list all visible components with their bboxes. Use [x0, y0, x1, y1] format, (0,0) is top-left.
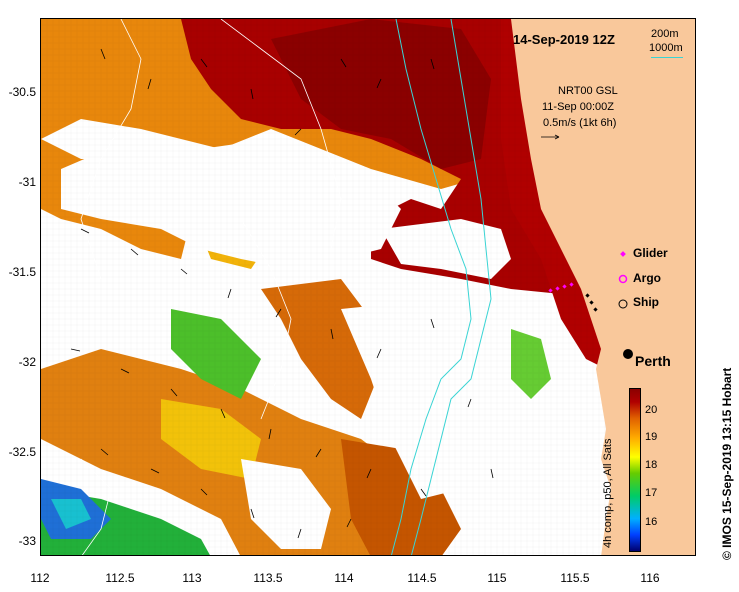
isoline-4: [80, 458, 112, 555]
y-tick: -31: [18, 175, 36, 189]
x-tick: 113.5: [253, 571, 283, 585]
legend-ship-label: Ship: [633, 295, 659, 309]
colorbar-tick: 20: [645, 404, 658, 416]
current-vectors: [70, 48, 560, 539]
x-tick: 114: [334, 571, 354, 585]
map-title: 14-Sep-2019 12Z: [513, 32, 615, 47]
legend-glider-label: Glider: [633, 246, 668, 260]
sst-map: [41, 19, 695, 555]
ship-symbol-icon: [618, 299, 628, 309]
argo-symbol-icon: [618, 274, 628, 284]
land-mass: [511, 19, 695, 555]
isoline-1: [80, 19, 142, 280]
credit-line: © IMOS 15-Sep-2019 13:15 Hobart: [720, 367, 734, 560]
x-tick: 112: [30, 571, 50, 585]
perth-label: Perth: [635, 353, 671, 369]
y-tick: -32.5: [8, 445, 36, 459]
current-scale-label: 0.5m/s (1kt 6h): [543, 117, 617, 129]
glider-symbol-icon: [620, 251, 626, 257]
depth-label-1000m: 1000m: [649, 42, 683, 54]
legend-argo-label: Argo: [633, 271, 661, 285]
depth-contour-200m: [411, 19, 492, 555]
y-tick: -31.5: [8, 265, 36, 279]
perth-marker-icon: [623, 349, 633, 359]
ship-track: [585, 293, 598, 312]
colorbar-tick: 16: [645, 516, 658, 528]
x-tick: 112.5: [105, 571, 135, 585]
current-model-label: NRT00 GSL: [558, 85, 618, 97]
sst-colorbar: [629, 388, 641, 552]
legend-symbols: [618, 251, 628, 309]
glider-track: [548, 282, 574, 293]
x-tick: 113: [182, 571, 202, 585]
x-tick: 115: [487, 571, 507, 585]
x-tick: 116: [640, 571, 660, 585]
depth-contour-1000m: [391, 19, 472, 555]
map-panel: [40, 18, 696, 556]
x-tick: 115.5: [560, 571, 590, 585]
depth-legend-line: [651, 57, 683, 58]
depth-label-200m: 200m: [651, 28, 679, 40]
y-tick: -30.5: [8, 85, 36, 99]
colorbar-tick: 17: [645, 487, 658, 499]
x-tick: 114.5: [407, 571, 437, 585]
isoline-2: [220, 19, 342, 250]
isoline-3: [240, 218, 292, 420]
current-date-label: 11-Sep 00:00Z: [542, 101, 614, 113]
colorbar-tick: 18: [645, 459, 658, 471]
colorbar-label: 4h comp, p50, All Sats: [602, 438, 614, 548]
colorbar-tick: 19: [645, 431, 658, 443]
y-tick: -33: [18, 534, 36, 548]
y-tick: -32: [18, 355, 36, 369]
